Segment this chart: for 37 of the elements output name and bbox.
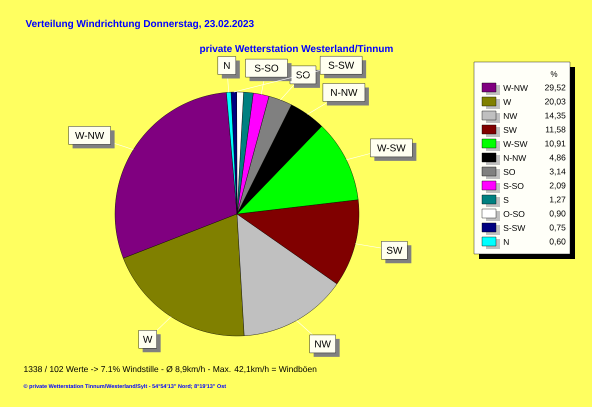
data-label: 14,35 bbox=[545, 112, 566, 120]
data-label: 20,03 bbox=[545, 98, 566, 106]
legend-label: S bbox=[504, 197, 508, 203]
data-label: 0,60 bbox=[550, 238, 566, 246]
legend-label: N bbox=[504, 239, 509, 245]
data-label: 10,91 bbox=[545, 140, 566, 148]
legend-label: W-SW bbox=[503, 141, 528, 147]
legend-label: N-NW bbox=[504, 155, 526, 161]
text: N-NW bbox=[331, 89, 358, 96]
text: W bbox=[142, 336, 152, 343]
text: N bbox=[224, 62, 230, 69]
text: W-SW bbox=[377, 144, 406, 152]
legend-label: S-SO bbox=[504, 183, 524, 189]
legend-label: NW bbox=[504, 113, 518, 119]
chart-title: Verteilung Windrichtung Donnerstag, 23.02.2023 bbox=[26, 20, 254, 30]
legend-label: SO bbox=[504, 169, 516, 175]
legend-label: S-SW bbox=[504, 225, 526, 231]
text: SO bbox=[296, 71, 310, 78]
text: S-SO bbox=[254, 64, 278, 72]
data-label: 4,86 bbox=[550, 154, 566, 162]
text: S-SW bbox=[328, 62, 354, 69]
legend-label: W bbox=[503, 99, 512, 105]
data-label: 11,58 bbox=[546, 126, 566, 134]
data-label: 3,14 bbox=[550, 168, 566, 176]
data-label: 1,27 bbox=[550, 196, 566, 204]
text: W-NW bbox=[75, 132, 104, 139]
data-label: 0,75 bbox=[550, 224, 566, 232]
data-label: 29,52 bbox=[545, 84, 566, 92]
data-label: 0,90 bbox=[550, 210, 566, 218]
legend-label: SW bbox=[504, 127, 517, 133]
legend-label: W-NW bbox=[503, 85, 528, 91]
text: SW bbox=[386, 246, 402, 254]
legend-label: O-SO bbox=[504, 211, 524, 217]
text: 1338 / 102 Werte -> 7.1% Windstille - Ø 8,9km/h - Max. 42,1km/h = Windböen bbox=[24, 366, 316, 374]
chart-subtitle: private Wetterstation Westerland/Tinnum bbox=[200, 44, 393, 54]
text: NW bbox=[315, 340, 331, 348]
data-label: 2,09 bbox=[550, 182, 566, 190]
